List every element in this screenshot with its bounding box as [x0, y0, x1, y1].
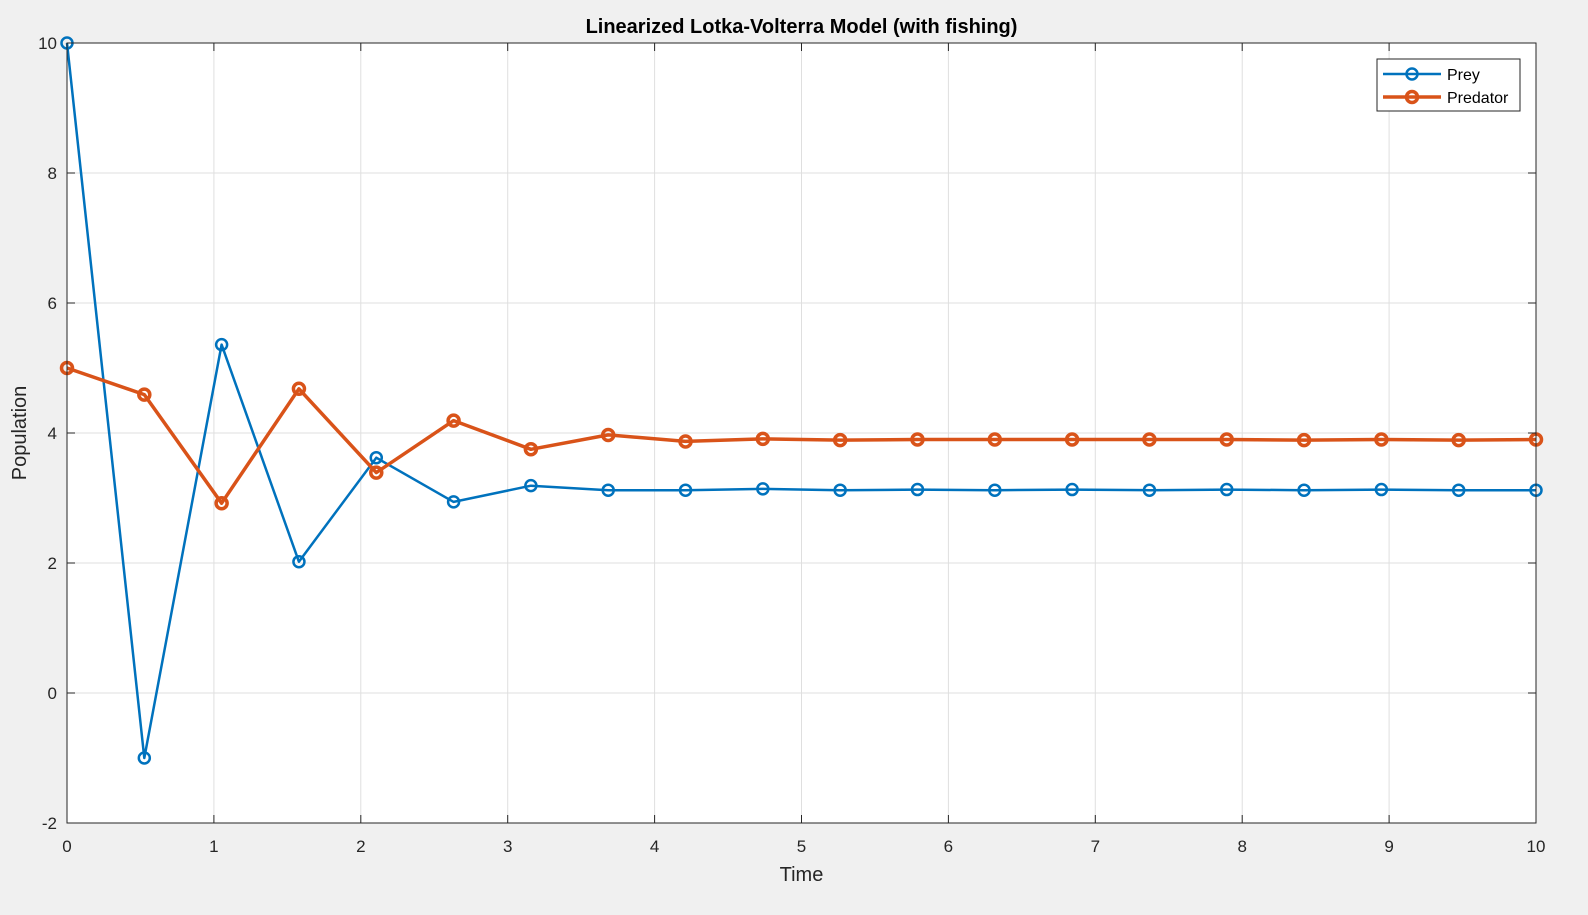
tick-marks — [66, 42, 1537, 824]
x-axis-label: Time — [780, 864, 824, 886]
data-point-prey — [1142, 483, 1157, 497]
chart-title: Linearized Lotka-Volterra Model (with fi… — [586, 16, 1018, 38]
x-tick-label: 4 — [650, 837, 659, 856]
data-point-predator — [1451, 432, 1466, 448]
y-tick-label: 2 — [48, 554, 57, 573]
tick-labels: 0 1 2 3 4 5 6 7 8 9 10 -2 0 2 4 6 8 10 — [38, 34, 1545, 856]
data-point-predator — [678, 434, 693, 449]
data-point-predator — [1374, 432, 1389, 447]
data-point-prey — [756, 482, 770, 496]
legend-box — [1376, 58, 1521, 112]
x-tick-label: 3 — [503, 837, 512, 856]
data-point-prey — [1297, 483, 1311, 497]
data-point-predator — [214, 495, 229, 511]
data-point-prey — [910, 482, 925, 497]
data-point-prey — [833, 483, 847, 497]
data-point-predator — [1219, 432, 1234, 447]
data-point-predator — [1064, 432, 1080, 447]
series-line-prey — [65, 42, 1536, 760]
data-point-predator — [1142, 432, 1157, 447]
data-point-predator — [832, 432, 848, 448]
data-point-prey — [1065, 482, 1079, 497]
legend-label: Predator — [1447, 90, 1509, 107]
data-point-predator — [755, 431, 771, 447]
x-tick-label: 9 — [1384, 837, 1393, 856]
data-point-prey — [1219, 482, 1234, 497]
data-point-predator — [446, 413, 461, 428]
data-point-prey — [137, 751, 152, 765]
x-tick-label: 10 — [1527, 837, 1546, 856]
series-layer — [59, 36, 1544, 765]
data-point-prey — [1374, 482, 1389, 497]
data-point-predator — [1296, 432, 1312, 448]
x-tick-label: 2 — [356, 837, 365, 856]
data-point-predator — [910, 432, 925, 447]
data-point-predator — [987, 432, 1003, 447]
x-tick-label: 0 — [62, 837, 71, 856]
series-line-predator — [66, 366, 1537, 505]
data-point-predator — [291, 381, 307, 397]
y-axis-label: Population — [9, 386, 31, 481]
data-point-prey — [988, 483, 1002, 497]
data-point-predator — [523, 442, 539, 457]
legend-swatch-marker — [1404, 89, 1420, 105]
data-point-prey — [601, 483, 615, 497]
legend: Prey Predator — [1376, 58, 1521, 112]
y-tick-label: 10 — [38, 34, 57, 53]
data-point-prey — [446, 495, 461, 509]
data-point-predator — [137, 387, 152, 402]
y-tick-label: -2 — [42, 814, 57, 833]
data-point-predator — [369, 465, 384, 480]
data-point-predator — [600, 427, 616, 443]
data-point-prey — [214, 337, 229, 352]
legend-label: Prey — [1447, 67, 1480, 84]
x-tick-label: 6 — [944, 837, 953, 856]
y-tick-label: 8 — [48, 164, 57, 183]
data-point-prey — [1451, 483, 1466, 497]
data-point-prey — [678, 483, 693, 497]
data-point-prey — [292, 554, 306, 569]
legend-swatch-marker — [1405, 67, 1419, 81]
x-tick-label: 1 — [209, 837, 218, 856]
y-tick-label: 6 — [48, 294, 57, 313]
x-tick-label: 7 — [1091, 837, 1100, 856]
data-point-prey — [524, 478, 538, 493]
y-tick-label: 4 — [48, 424, 57, 443]
x-tick-label: 5 — [797, 837, 806, 856]
data-point-prey — [369, 450, 384, 465]
y-tick-label: 0 — [48, 684, 57, 703]
x-tick-label: 8 — [1237, 837, 1246, 856]
